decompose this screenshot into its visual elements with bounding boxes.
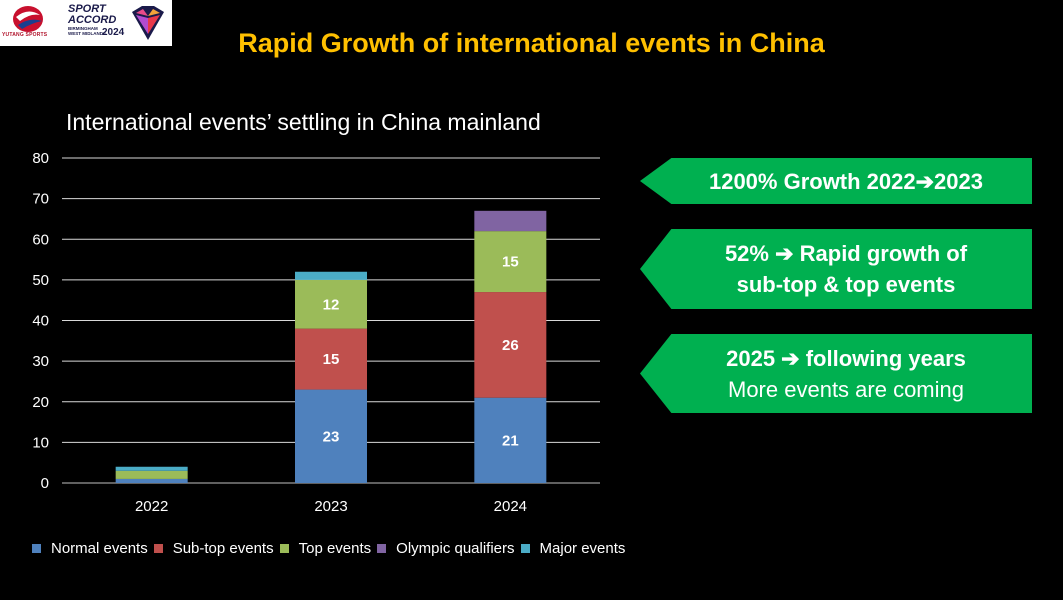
header-logos: YUTANG SPORTS SPORT ACCORD BIRMINGHAM WE… [0,0,172,46]
bar-sub-top-events-2023 [295,328,367,390]
legend-swatch [377,544,387,553]
y-tick-label: 70 [32,191,49,208]
bar-normal-events-2022 [115,478,188,483]
y-tick-label: 50 [32,272,49,289]
x-tick-label-2023: 2023 [314,498,347,515]
legend-label: Normal events [51,540,148,557]
data-label: 12 [323,296,340,313]
yutang-sports-wordmark: YUTANG SPORTS [2,32,48,38]
callout-future-events: 2025 ➔ following years More events are c… [640,334,1032,413]
y-tick-label: 10 [32,434,49,451]
bar-olympic-qualifiers-2024 [474,210,547,232]
data-label: 15 [502,254,519,271]
y-tick-label: 20 [32,394,49,411]
bar-normal-events-2023 [295,389,367,483]
y-tick-label: 0 [41,475,49,492]
bar-sub-top-events-2024 [474,292,547,398]
data-label: 23 [323,428,340,445]
sport-accord-line4: WEST MIDLANDS [68,30,106,36]
x-tick-label-2024: 2024 [494,498,527,515]
legend-swatch [520,544,530,553]
sport-accord-line1: SPORT [68,3,106,15]
callout-subtop-line1: 52% ➔ Rapid growth of [724,241,968,266]
legend-swatch [279,544,289,553]
bar-normal-events-2024 [474,397,547,483]
callout-subtop-top-growth: 52% ➔ Rapid growth of sub-top & top even… [640,229,1032,309]
bar-top-events-2022 [115,470,188,479]
y-tick-label: 60 [32,231,49,248]
bar-major-events-2022 [115,466,188,471]
legend-item: Top events [279,540,372,557]
y-tick-label: 80 [32,150,49,167]
callout-future-line1: 2025 ➔ following years [726,345,966,371]
y-tick-label: 30 [32,353,49,370]
data-label: 21 [502,432,519,449]
slide-title: Rapid Growth of international events in … [238,28,825,58]
legend-item: Normal events [32,540,148,557]
bar-top-events-2023 [295,279,367,329]
sport-accord-line2: ACCORD [68,14,117,26]
sport-accord-logo: SPORT ACCORD BIRMINGHAM WEST MIDLANDS 20… [68,4,128,44]
diamond-gem-icon [132,6,164,40]
legend-label: Olympic qualifiers [396,540,515,557]
yutang-sports-logo [13,6,43,32]
y-tick-label: 40 [32,313,49,330]
legend-swatch [32,544,41,553]
legend-swatch [153,544,163,553]
sport-accord-year: 2024 [102,27,125,38]
callout-future-line2: More events are coming [728,376,964,402]
chart-legend: Normal events Sub-top events Top events Oly… [32,540,631,557]
legend-label: Sub-top events [172,540,274,557]
x-tick-label-2022: 2022 [135,498,168,515]
legend-item: Major events [520,540,626,557]
bar-top-events-2024 [474,231,547,293]
bar-major-events-2023 [295,271,367,280]
legend-item: Olympic qualifiers [377,540,515,557]
stacked-bar-chart: 0 10 20 30 40 50 60 70 80 2022 23 15 12 2023 21 26 15 202… [32,150,600,515]
legend-label: Major events [539,540,626,557]
chart-title: International events’ settling in China … [66,109,541,135]
callout-subtop-line2: sub-top & top events [736,272,956,297]
callout-growth-text: 1200% Growth 2022➔2023 [708,168,984,194]
data-label: 26 [502,337,519,354]
sport-accord-line3: BIRMINGHAM [68,26,98,31]
legend-item: Sub-top events [153,540,274,557]
data-label: 15 [323,351,340,368]
callout-growth-2022-2023: 1200% Growth 2022➔2023 [640,158,1032,204]
legend-label: Top events [298,540,372,557]
